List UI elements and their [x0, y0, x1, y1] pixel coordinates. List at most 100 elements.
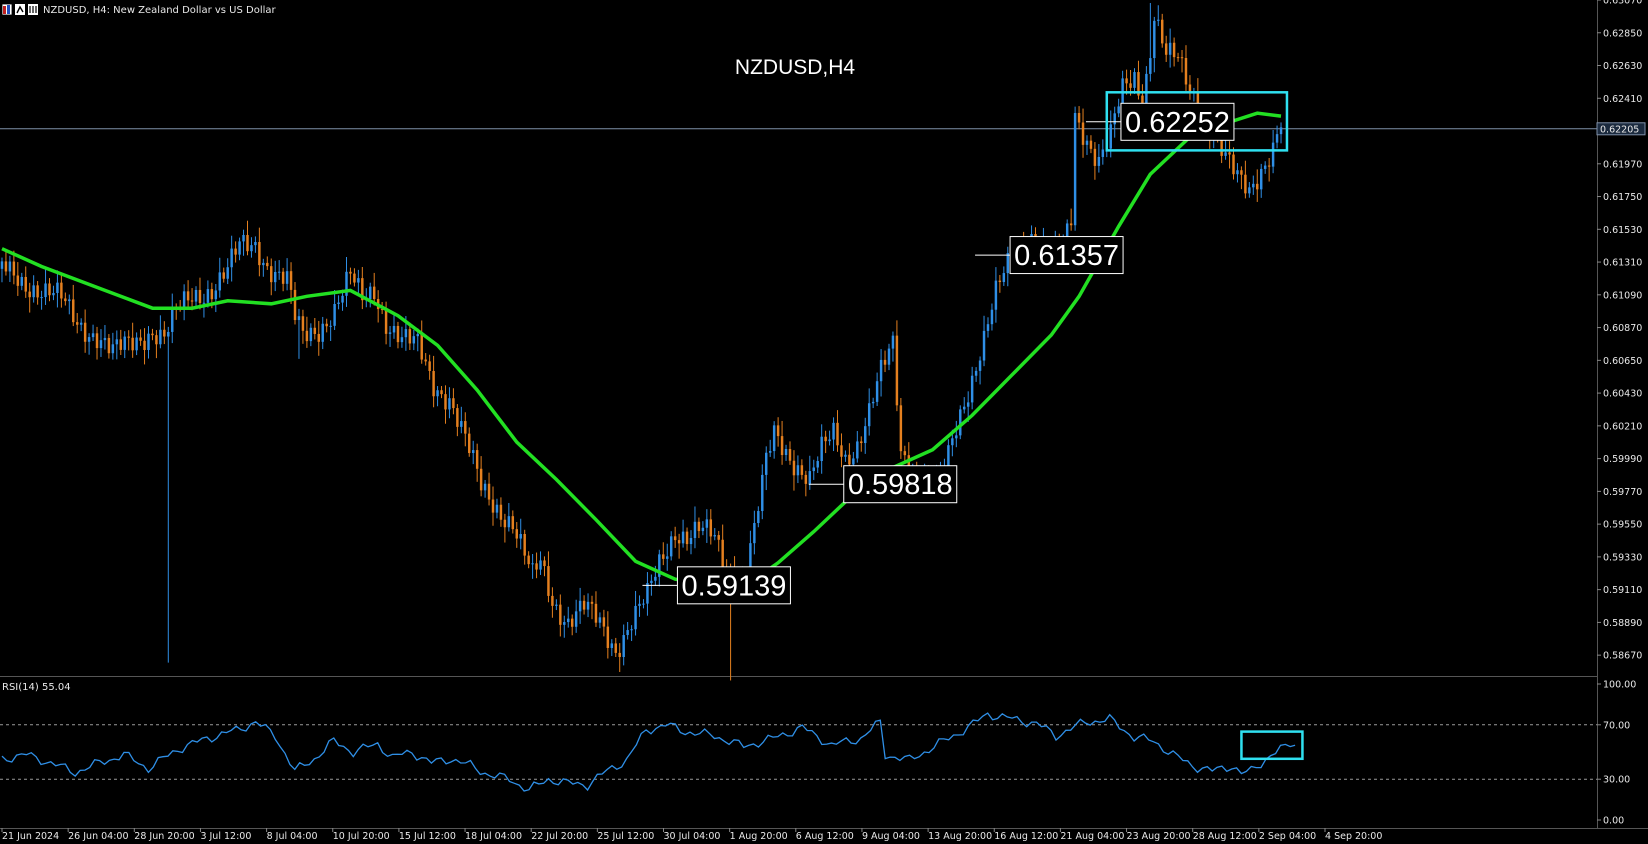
- candle-body: [1252, 183, 1255, 188]
- candle-body: [677, 540, 681, 544]
- candle-body: [460, 421, 463, 427]
- candle-body: [495, 504, 499, 513]
- candle-body: [206, 289, 210, 303]
- candle-body: [1240, 170, 1243, 175]
- candle-body: [48, 283, 51, 296]
- candle-body: [717, 535, 720, 540]
- candle-body: [1271, 142, 1275, 167]
- time-tick-label: 23 Aug 20:00: [1127, 831, 1191, 842]
- time-tick-label: 1 Aug 20:00: [730, 831, 788, 842]
- time-tick-label: 28 Jun 20:00: [134, 831, 194, 842]
- candle-body: [598, 617, 602, 623]
- candle-body: [570, 618, 574, 627]
- candle-body: [559, 604, 562, 625]
- candle-body: [662, 554, 665, 559]
- candle-body: [1077, 113, 1081, 123]
- time-tick-label: 21 Jun 2024: [2, 831, 59, 842]
- candle-body: [254, 242, 257, 246]
- candle-body: [1228, 152, 1231, 155]
- time-tick-label: 6 Aug 12:00: [796, 831, 854, 842]
- candle-body: [1236, 170, 1239, 175]
- time-tick-label: 9 Aug 04:00: [862, 831, 920, 842]
- candle-body: [20, 276, 24, 286]
- candle-body: [171, 307, 174, 332]
- candle-body: [840, 445, 843, 457]
- candle-body: [483, 483, 487, 491]
- candle-body: [860, 441, 863, 444]
- candlestick-series[interactable]: [0, 2, 1283, 681]
- candle-body: [1180, 57, 1184, 59]
- candle-body: [262, 262, 265, 266]
- candle-body: [412, 336, 416, 344]
- symbol-header-text: NZDUSD, H4: New Zealand Dollar vs US Dol…: [43, 5, 277, 16]
- rsi-highlight-box: [1240, 730, 1304, 761]
- candle-body: [594, 603, 598, 623]
- price-tick-label: 0.59550: [1603, 520, 1642, 531]
- candle-body: [432, 370, 435, 397]
- candle-body: [321, 323, 324, 342]
- candle-body: [776, 425, 780, 437]
- candle-body: [1113, 113, 1116, 125]
- candle-body: [289, 271, 293, 290]
- candle-body: [990, 309, 994, 325]
- candle-body: [16, 275, 20, 286]
- rsi-title: RSI(14) 55.04: [2, 682, 71, 693]
- candle-body: [1065, 223, 1069, 240]
- candle-body: [757, 511, 760, 524]
- candle-body: [543, 560, 546, 567]
- candle-body: [638, 603, 641, 606]
- candle-body: [721, 539, 724, 568]
- candle-body: [875, 381, 879, 402]
- candle-body: [1160, 19, 1164, 44]
- candle-body: [1133, 72, 1136, 88]
- time-tick-label: 15 Jul 12:00: [399, 831, 456, 842]
- candle-body: [1279, 127, 1283, 135]
- candle-body: [606, 626, 610, 648]
- time-tick-label: 22 Jul 20:00: [531, 831, 588, 842]
- candle-body: [970, 375, 974, 403]
- rsi-tick-label: 0.00: [1603, 816, 1624, 827]
- candle-body: [222, 272, 225, 279]
- candle-body: [333, 303, 336, 326]
- candle-body: [1248, 187, 1251, 194]
- candle-body: [792, 460, 796, 476]
- time-tick-label: 18 Jul 04:00: [465, 831, 522, 842]
- candle-body: [610, 643, 614, 648]
- candle-body: [273, 271, 277, 283]
- candle-body: [238, 241, 241, 255]
- price-tick-label: 0.61530: [1603, 225, 1642, 236]
- time-tick-label: 25 Jul 12:00: [597, 831, 654, 842]
- candle-body: [681, 531, 685, 544]
- price-tick-label: 0.62850: [1603, 28, 1642, 39]
- candle-body: [313, 327, 317, 334]
- candle-body: [317, 333, 320, 342]
- candle-body: [369, 286, 372, 300]
- price-tick-label: 0.60650: [1603, 356, 1642, 367]
- candle-body: [345, 271, 348, 296]
- candle-body: [380, 309, 384, 311]
- candle-body: [1089, 140, 1093, 149]
- candle-body: [155, 335, 158, 345]
- candle-body: [654, 576, 657, 581]
- time-axis[interactable]: 21 Jun 2024 26 Jun 04:00 28 Jun 20:00 3 Jul…: [1, 828, 1382, 842]
- time-tick-label: 28 Aug 12:00: [1193, 831, 1257, 842]
- candle-body: [634, 605, 637, 630]
- candle-body: [456, 408, 459, 427]
- price-tick-label: 0.59990: [1603, 454, 1642, 465]
- price-tick-label: 0.59110: [1603, 585, 1642, 596]
- candle-body: [527, 555, 530, 565]
- candle-body: [404, 329, 408, 338]
- candle-body: [563, 622, 566, 625]
- time-tick-label: 21 Aug 04:00: [1060, 831, 1124, 842]
- candle-body: [40, 297, 43, 299]
- chart-header: NZDUSD, H4: New Zealand Dollar vs US Dol…: [1, 3, 277, 16]
- candle-body: [642, 603, 645, 605]
- candle-body: [693, 521, 697, 539]
- price-tick-label: 0.62630: [1603, 61, 1642, 72]
- candle-body: [630, 629, 633, 631]
- price-tick-label: 0.61970: [1603, 159, 1642, 170]
- price-axis[interactable]: 0.630700.628500.626300.624100.621900.619…: [1597, 0, 1642, 662]
- candle-body: [685, 531, 689, 545]
- candle-body: [151, 333, 154, 336]
